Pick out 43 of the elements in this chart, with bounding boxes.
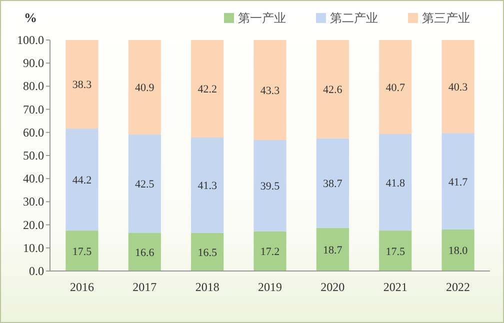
data-label: 17.2 bbox=[260, 246, 280, 258]
legend-label: 第二产业 bbox=[330, 11, 378, 25]
y-tick-label: 50.0 bbox=[23, 148, 44, 162]
data-label: 44.2 bbox=[72, 174, 92, 187]
y-tick-label: 80.0 bbox=[23, 79, 44, 94]
y-tick-label: 100.0 bbox=[17, 33, 44, 47]
y-tick-label: 60.0 bbox=[23, 125, 44, 140]
y-tick-label: 20.0 bbox=[23, 218, 44, 232]
data-label: 18.0 bbox=[448, 245, 468, 258]
y-tick-label: 90.0 bbox=[23, 56, 44, 70]
data-label: 40.3 bbox=[448, 82, 468, 94]
data-label: 38.7 bbox=[323, 178, 343, 190]
data-label: 43.3 bbox=[260, 85, 280, 98]
x-tick-label: 2016 bbox=[70, 280, 94, 294]
legend-label: 第三产业 bbox=[422, 11, 470, 25]
data-label: 16.6 bbox=[135, 246, 155, 259]
data-label: 42.2 bbox=[198, 84, 217, 96]
data-label: 18.7 bbox=[323, 244, 343, 256]
legend-label: 第一产业 bbox=[238, 11, 286, 25]
x-tick-label: 2018 bbox=[195, 280, 220, 294]
data-label: 39.5 bbox=[260, 180, 280, 193]
data-label: 40.9 bbox=[135, 82, 155, 94]
y-tick-label: 70.0 bbox=[23, 102, 44, 116]
x-tick-label: 2022 bbox=[446, 280, 470, 294]
x-tick-label: 2019 bbox=[258, 280, 282, 294]
x-tick-label: 2020 bbox=[320, 280, 345, 294]
data-label: 41.7 bbox=[448, 176, 468, 188]
x-tick-label: 2017 bbox=[132, 280, 157, 294]
data-label: 40.7 bbox=[386, 82, 406, 94]
data-label: 38.3 bbox=[72, 79, 92, 92]
y-tick-label: 0.0 bbox=[29, 264, 44, 278]
data-label: 42.6 bbox=[323, 84, 343, 96]
y-axis-title: % bbox=[24, 10, 37, 25]
data-label: 41.3 bbox=[198, 180, 218, 192]
data-label: 17.5 bbox=[72, 246, 92, 258]
data-label: 16.5 bbox=[198, 246, 218, 259]
data-label: 41.8 bbox=[386, 177, 406, 190]
y-tick-label: 10.0 bbox=[23, 240, 44, 255]
y-tick-label: 40.0 bbox=[23, 172, 44, 186]
x-tick-label: 2021 bbox=[383, 280, 408, 294]
y-tick-label: 30.0 bbox=[23, 194, 44, 209]
data-label: 17.5 bbox=[386, 246, 406, 258]
data-label: 42.5 bbox=[135, 178, 155, 191]
